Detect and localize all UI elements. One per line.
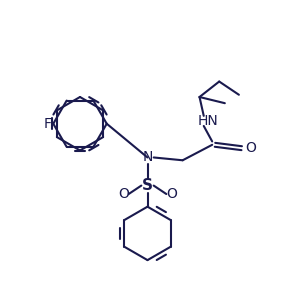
Text: O: O bbox=[118, 187, 129, 201]
Text: O: O bbox=[166, 187, 177, 201]
Text: S: S bbox=[142, 178, 153, 193]
Text: HN: HN bbox=[198, 114, 218, 128]
Text: O: O bbox=[245, 141, 256, 155]
Text: N: N bbox=[142, 151, 153, 164]
Text: F: F bbox=[44, 117, 52, 131]
